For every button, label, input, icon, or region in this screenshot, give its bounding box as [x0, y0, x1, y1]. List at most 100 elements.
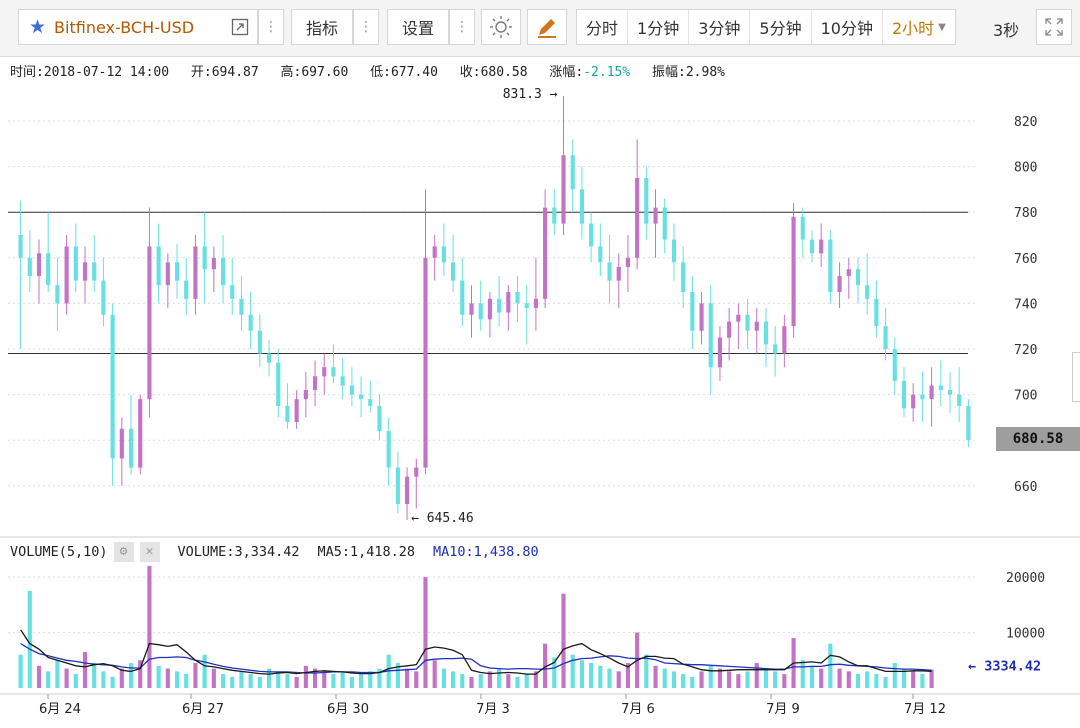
popout-icon[interactable] — [222, 9, 258, 45]
settings-menu-button[interactable]: ⋮ — [449, 9, 475, 45]
price-tick-label: 720 — [1014, 343, 1037, 358]
indicators-menu-button[interactable]: ⋮ — [353, 9, 379, 45]
volume-bar — [690, 676, 695, 688]
price-tick-label: 780 — [1014, 206, 1037, 221]
candle-body — [285, 406, 290, 422]
candle-body — [257, 330, 262, 354]
star-icon[interactable]: ★ — [29, 16, 47, 38]
volume-tick-label: 10000 — [1006, 627, 1045, 642]
candle-body — [957, 394, 962, 406]
candle-body — [432, 246, 437, 258]
candle-body — [570, 155, 575, 190]
settings-button[interactable]: 设置 — [387, 9, 449, 45]
candle-body — [211, 257, 216, 270]
candle-body — [552, 207, 557, 224]
symbol-selector[interactable]: ★ Bitfinex-BCH-USD — [18, 9, 258, 45]
volume-bar — [128, 663, 134, 688]
volume-bar — [64, 668, 69, 688]
candle-body — [846, 269, 851, 277]
volume-bar — [239, 671, 244, 688]
volume-bar — [561, 593, 566, 688]
volume-bar — [119, 668, 124, 688]
volume-bar — [211, 668, 216, 688]
x-tick-label: 6月 27 — [182, 702, 224, 717]
candle-body — [809, 239, 815, 254]
ma5-value: MA5:1,418.28 — [317, 544, 416, 560]
side-panel-handle[interactable] — [1072, 352, 1080, 402]
candle-body — [119, 428, 124, 459]
volume-bar — [837, 668, 842, 688]
candle-body — [220, 257, 226, 286]
volume-bar — [855, 674, 861, 688]
candle-body — [855, 269, 861, 286]
volume-bar — [36, 665, 42, 688]
pencil-icon[interactable] — [527, 9, 567, 45]
symbol-label: Bitfinex-BCH-USD — [54, 17, 195, 37]
candle-body — [929, 385, 934, 400]
info-amp-label: 振幅: — [652, 65, 686, 80]
timeframe-3[interactable]: 3分钟 — [689, 10, 751, 44]
ma10-value: MA10:1,438.80 — [433, 544, 539, 560]
symbol-menu-button[interactable]: ⋮ — [258, 9, 284, 45]
indicators-button[interactable]: 指标 — [291, 9, 353, 45]
volume-bar — [616, 671, 621, 688]
volume-bar — [377, 668, 382, 688]
candle-body — [699, 303, 704, 331]
volume-bar — [405, 668, 410, 688]
close-icon[interactable]: ✕ — [139, 542, 160, 562]
volume-bar — [662, 668, 667, 688]
info-low: 低:677.40 — [370, 65, 438, 80]
candle-body — [423, 257, 428, 468]
candle-body — [920, 394, 925, 400]
candle-body — [874, 298, 879, 327]
price-tick-label: 820 — [1014, 115, 1037, 130]
volume-bar — [911, 671, 916, 688]
candle-body — [294, 399, 299, 422]
volume-bar — [524, 674, 529, 688]
sun-icon[interactable] — [481, 9, 521, 45]
volume-bar — [92, 663, 97, 688]
timeframe-4[interactable]: 5分钟 — [750, 10, 812, 44]
candle-body — [239, 298, 244, 315]
candle-body — [312, 376, 318, 391]
volume-bar — [598, 665, 603, 688]
volume-bar — [607, 668, 612, 688]
volume-bar — [497, 668, 502, 688]
candle-body — [754, 321, 759, 331]
ma5-line — [20, 629, 932, 675]
x-tick-label: 7月 3 — [476, 702, 510, 717]
gear-icon[interactable]: ⚙ — [113, 542, 134, 562]
candle-body — [901, 380, 907, 409]
refresh-interval[interactable]: 3秒 — [993, 21, 1020, 40]
candle-body — [533, 298, 538, 308]
x-tick-label: 6月 24 — [39, 702, 81, 717]
candle-body — [745, 314, 750, 331]
volume-bar — [589, 663, 594, 688]
volume-bar — [782, 674, 787, 688]
candle-body — [165, 262, 170, 286]
candle-body — [368, 399, 373, 406]
volume-bar — [763, 668, 769, 688]
timeframe-2[interactable]: 1分钟 — [628, 10, 690, 44]
fullscreen-icon[interactable] — [1036, 9, 1072, 45]
timeframe-5[interactable]: 10分钟 — [812, 10, 883, 44]
settings-label: 设置 — [401, 19, 434, 38]
candle-body — [405, 476, 410, 505]
timeframe-1[interactable]: 分时 — [577, 10, 629, 44]
candle-body — [174, 262, 180, 281]
volume-bar — [506, 674, 511, 688]
candle-body — [92, 262, 97, 281]
candle-body — [524, 303, 529, 308]
candle-body — [938, 385, 943, 391]
min-price-annotation: ← 645.46 — [411, 511, 474, 526]
volume-bar — [82, 651, 88, 688]
volume-bar — [736, 674, 741, 688]
volume-bar — [846, 671, 851, 688]
candle-body — [819, 239, 824, 254]
timeframe-active-dropdown[interactable]: 2小时 ▼ — [883, 10, 955, 44]
price-tick-label: 740 — [1014, 297, 1037, 312]
candle-body — [359, 394, 364, 400]
candle-body — [82, 262, 88, 281]
volume-bar — [266, 668, 272, 688]
